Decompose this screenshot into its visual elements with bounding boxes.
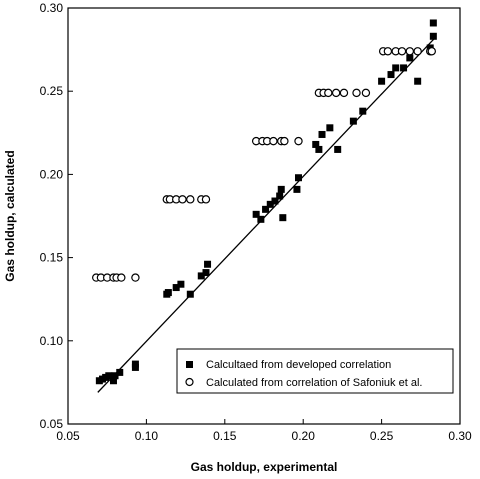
legend-marker-open-circle (185, 377, 194, 387)
ticks-layer: 0.05 0.10 0.15 0.20 0.25 0.30 0.05 0.10 0.15 0.20… (40, 1, 472, 443)
data-point-developed (266, 200, 274, 208)
points-layer (92, 19, 437, 385)
data-point-developed (359, 107, 367, 115)
data-point-developed (116, 368, 124, 376)
data-point-developed (105, 372, 113, 380)
data-point-developed (349, 117, 357, 125)
data-point-developed (387, 71, 395, 79)
data-point-developed (429, 32, 437, 40)
y-tick-label: 0.10 (40, 334, 64, 348)
data-point-developed (257, 215, 265, 223)
y-axis-title: Gas holdup, calculated (3, 150, 17, 281)
y-tick-label: 0.30 (40, 1, 64, 15)
data-point-safoniuk (269, 136, 278, 146)
fit-line (97, 37, 436, 393)
data-point-safoniuk (178, 195, 187, 204)
data-point-safoniuk (397, 47, 407, 56)
legend-marker-filled-square (186, 361, 193, 368)
data-point-developed (378, 77, 386, 85)
y-tick-label: 0.20 (40, 167, 64, 181)
data-point-safoniuk (294, 136, 303, 146)
data-point-developed (429, 19, 437, 27)
data-point-developed (186, 290, 194, 298)
data-point-developed (131, 360, 139, 368)
data-point-developed (252, 210, 260, 218)
data-point-safoniuk (201, 195, 211, 204)
fit-line-layer (97, 37, 436, 393)
legend-label-developed: Calcultaed from developed correlation (206, 359, 391, 371)
data-point-developed (293, 185, 301, 193)
data-point-safoniuk (131, 273, 140, 282)
legend: Calcultaed from developed correlation Ca… (176, 348, 454, 394)
data-point-developed (276, 192, 284, 200)
x-tick-label: 0.20 (292, 429, 316, 443)
data-point-safoniuk (331, 88, 341, 98)
plot-frame (67, 7, 461, 425)
x-tick-label: 0.15 (213, 429, 237, 443)
data-point-developed (315, 145, 323, 153)
data-point-safoniuk (352, 88, 361, 98)
legend-label-safoniuk: Calculated from correlation of Safoniuk … (206, 377, 422, 389)
data-point-developed (392, 64, 400, 72)
data-point-safoniuk (383, 47, 393, 56)
data-point-developed (414, 77, 422, 85)
x-tick-label: 0.25 (370, 429, 394, 443)
legend-box (176, 348, 454, 394)
data-point-developed (334, 145, 342, 153)
data-point-safoniuk (339, 88, 349, 98)
x-axis-title: Gas holdup, experimental (191, 460, 338, 474)
data-point-developed (164, 289, 172, 297)
data-point-safoniuk (280, 136, 289, 146)
data-point-developed (277, 185, 285, 193)
data-point-safoniuk (413, 47, 422, 56)
y-tick-label: 0.25 (40, 84, 64, 98)
data-point-developed (111, 372, 119, 380)
data-point-developed (262, 205, 270, 213)
data-point-developed (177, 280, 185, 288)
data-point-developed (204, 260, 212, 268)
data-point-safoniuk (186, 195, 195, 204)
x-tick-label: 0.10 (135, 429, 159, 443)
data-point-developed (406, 54, 414, 62)
data-point-developed (279, 214, 287, 222)
data-point-developed (172, 284, 180, 292)
x-tick-label: 0.30 (448, 429, 472, 443)
data-point-developed (312, 140, 320, 148)
y-tick-label: 0.05 (40, 417, 64, 431)
data-point-developed (202, 269, 210, 277)
data-point-safoniuk (324, 88, 333, 98)
data-point-developed (294, 174, 302, 182)
data-point-developed (271, 197, 279, 205)
data-point-safoniuk (361, 88, 371, 98)
data-point-safoniuk (117, 273, 126, 282)
data-point-safoniuk (427, 47, 436, 56)
data-point-developed (400, 64, 408, 72)
x-tick-label: 0.05 (56, 429, 80, 443)
data-point-developed (197, 272, 205, 280)
data-point-developed (109, 377, 117, 385)
data-point-developed (326, 124, 334, 132)
y-tick-label: 0.15 (40, 251, 64, 265)
data-point-safoniuk (405, 47, 415, 56)
data-point-developed (318, 130, 326, 138)
